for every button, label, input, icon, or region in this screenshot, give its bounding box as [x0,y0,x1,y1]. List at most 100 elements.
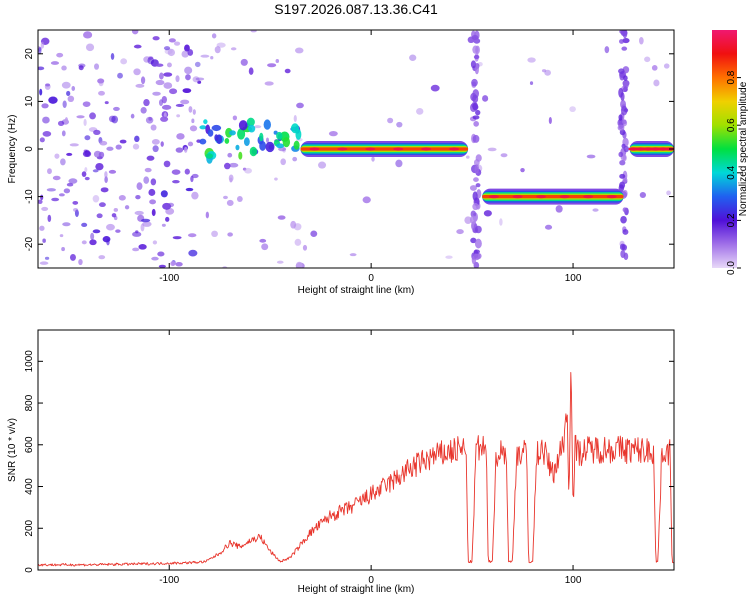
spectrogram-ridge-blob [291,123,299,134]
spectrogram-noise-blob [228,162,239,168]
spectrogram-noise-blob [61,247,65,252]
y-tick-label: 0 [24,146,35,152]
spectrogram-noise-blob [140,76,146,85]
spectrogram-noise-blob [160,190,168,198]
spectrogram-noise-blob [157,251,165,257]
spectrogram-noise-blob [72,200,79,205]
figure-title: S197.2026.087.13.36.C41 [274,1,438,17]
spectrogram-noise-blob [140,223,145,232]
spectrogram-band-blob [472,134,480,143]
spectrogram-noise-blob [165,216,170,222]
colorbar-tick-label: 0.0 [726,261,737,275]
snr-panel: -100 0 100 0 200 400 600 800 1000 Height of str… [7,329,675,595]
spectrogram-band-blob [473,252,481,261]
y-tick-label: 600 [24,436,35,453]
spectrogram-noise-blob [195,77,205,81]
spectrogram-noise-blob [78,63,86,68]
spectrogram-ridge-blob [235,144,240,151]
spectrogram-noise-blob [96,213,103,219]
spectrogram-noise-blob [134,135,140,142]
spectrogram-noise-blob [152,240,158,245]
spectrogram-noise-blob [663,63,670,69]
snr-x-axis: -100 0 100 [159,330,582,586]
spectrogram-noise-blob [267,63,277,68]
spectrogram-noise-blob [226,199,234,207]
spectrogram-noise-blob [98,202,106,208]
spectrogram-noise-blob [456,229,464,235]
spectrogram-noise-blob [302,244,308,251]
spectrogram-noise-blob [41,206,49,211]
spectrogram-noise-blob [63,188,71,194]
spectrogram-noise-blob [92,169,99,173]
spectrogram-noise-blob [93,129,101,135]
spectrogram-band-blob [619,243,626,251]
snr-frame [37,329,675,571]
spectrogram-noise-blob [465,155,470,159]
spectrogram-band-blob [472,94,479,103]
spectrogram-band-blob [617,124,625,131]
spectrogram-noise-blob [138,244,147,250]
colorbar-tick-label: 0.2 [726,213,737,227]
spectrogram-noise-blob [98,90,105,96]
spectrogram-noise-blob [175,75,180,83]
spectrogram-noise-blob [99,140,108,146]
spectrogram-noise-blob [371,156,375,162]
spectrogram-y-axis: -20 -10 0 10 20 [24,48,674,251]
spectrogram-noise-blob [181,50,189,58]
spectrogram-band-blob [472,102,479,111]
spectrogram-noise-blob [113,106,120,111]
spectrogram-band-blob [471,35,479,41]
y-tick-label: 0 [24,567,35,573]
spectrogram-ridge-blob [214,134,219,142]
spectrogram-noise-blob [85,43,95,52]
y-tick-label: 10 [24,95,35,107]
spectrogram-noise-blob [284,68,291,74]
spectrogram-noise-blob [152,145,159,153]
spectrogram-noise-blob [264,81,274,86]
spectrogram-ridge-peak [421,147,432,151]
spectrogram-noise-blob [151,208,156,217]
spectrogram-ridge-blob [248,124,256,133]
spectrogram-noise-blob [416,108,424,115]
spectrogram-ridge-blob [265,141,275,153]
spectrogram-noise-blob [189,125,198,132]
spectrogram-ridge-blob [276,131,283,140]
colorbar-ticks: 0.0 0.2 0.4 0.6 0.8 [726,70,741,275]
spectrogram-noise-blob [83,118,87,127]
spectrogram-noise-blob [163,46,171,51]
spectrogram-noise-blob [487,147,497,152]
colorbar-tick-label: 0.4 [726,165,737,179]
spectrogram-noise-field [38,30,671,268]
spectrogram-noise-blob [250,30,257,33]
spectrogram-noise-blob [120,58,128,65]
spectrogram-ridge-blob [238,120,248,131]
spectrogram-band-blob [475,45,480,55]
spectrogram-noise-blob [84,176,90,181]
spectrogram-ridge-peak [365,147,376,151]
spectrogram-noise-blob [639,192,647,198]
spectrogram-noise-blob [44,83,51,90]
spectrogram-noise-blob [42,130,52,137]
spectrogram-band-blob [473,121,479,127]
spectrogram-ridge-blob [229,130,236,136]
x-tick-label: -100 [159,273,179,284]
spectrogram-noise-blob [50,61,60,65]
spectrogram-noise-blob [293,223,302,231]
spectrogram-noise-blob [161,223,166,227]
spectrogram-noise-blob [81,240,87,245]
spectrogram-noise-blob [84,135,91,141]
spectrogram-noise-blob [155,79,165,86]
spectrogram-noise-blob [134,210,144,216]
y-tick-label: 200 [24,519,35,536]
spectrogram-ridge-blob [282,137,291,148]
spectrogram-noise-blob [349,253,357,257]
spectrogram-band-blob [474,65,479,75]
spectrogram-band-blob [623,252,629,261]
spectrogram-ridge [199,117,674,205]
spectrogram-x-axis: -100 0 100 [159,30,582,284]
spectrogram-noise-blob [276,260,284,264]
spectrogram-noise-blob [73,207,79,212]
spectrogram-noise-blob [362,196,371,204]
spectrogram-ridge-peak [628,147,639,151]
